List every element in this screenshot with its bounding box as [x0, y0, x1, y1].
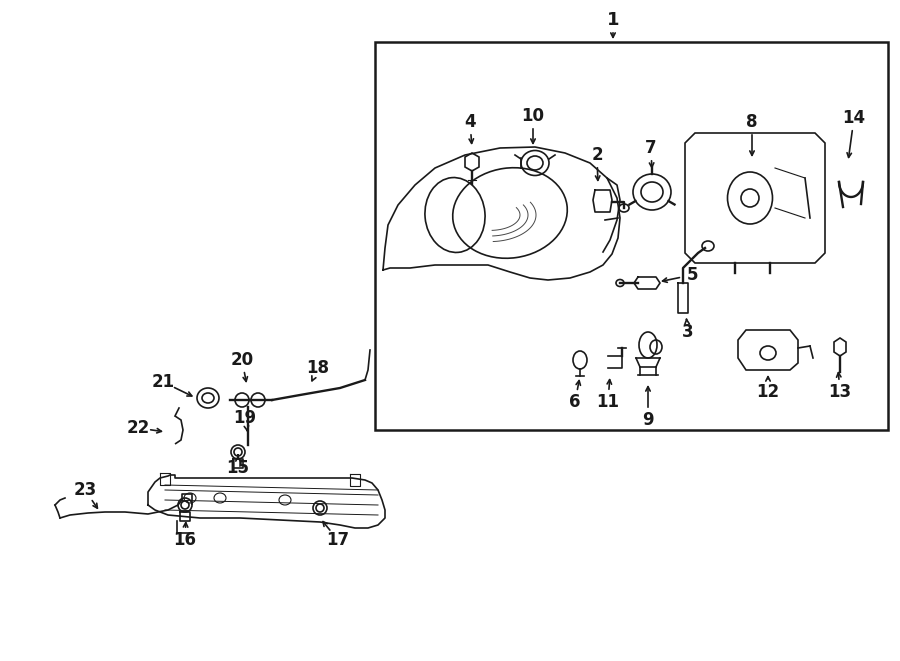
Text: 12: 12	[756, 383, 779, 401]
Text: 7: 7	[645, 139, 657, 157]
Text: 18: 18	[307, 359, 329, 377]
Text: 19: 19	[233, 409, 256, 427]
Text: 3: 3	[682, 323, 694, 341]
Bar	[375, 42, 888, 430]
Text: 2: 2	[591, 146, 603, 164]
Text: 8: 8	[746, 113, 758, 131]
Text: 13: 13	[828, 383, 851, 401]
Text: 17: 17	[327, 531, 349, 549]
Text: 21: 21	[151, 373, 175, 391]
Text: 11: 11	[597, 393, 619, 411]
Text: 1: 1	[607, 11, 619, 29]
Text: 16: 16	[174, 531, 196, 549]
Text: 14: 14	[842, 109, 866, 127]
Text: 20: 20	[230, 351, 254, 369]
Text: 23: 23	[74, 481, 96, 499]
Text: 10: 10	[521, 107, 544, 125]
Text: 4: 4	[464, 113, 476, 131]
Text: 5: 5	[686, 266, 698, 284]
Text: 15: 15	[227, 459, 249, 477]
Text: 9: 9	[643, 411, 653, 429]
Text: 6: 6	[569, 393, 580, 411]
Text: 22: 22	[126, 419, 149, 437]
